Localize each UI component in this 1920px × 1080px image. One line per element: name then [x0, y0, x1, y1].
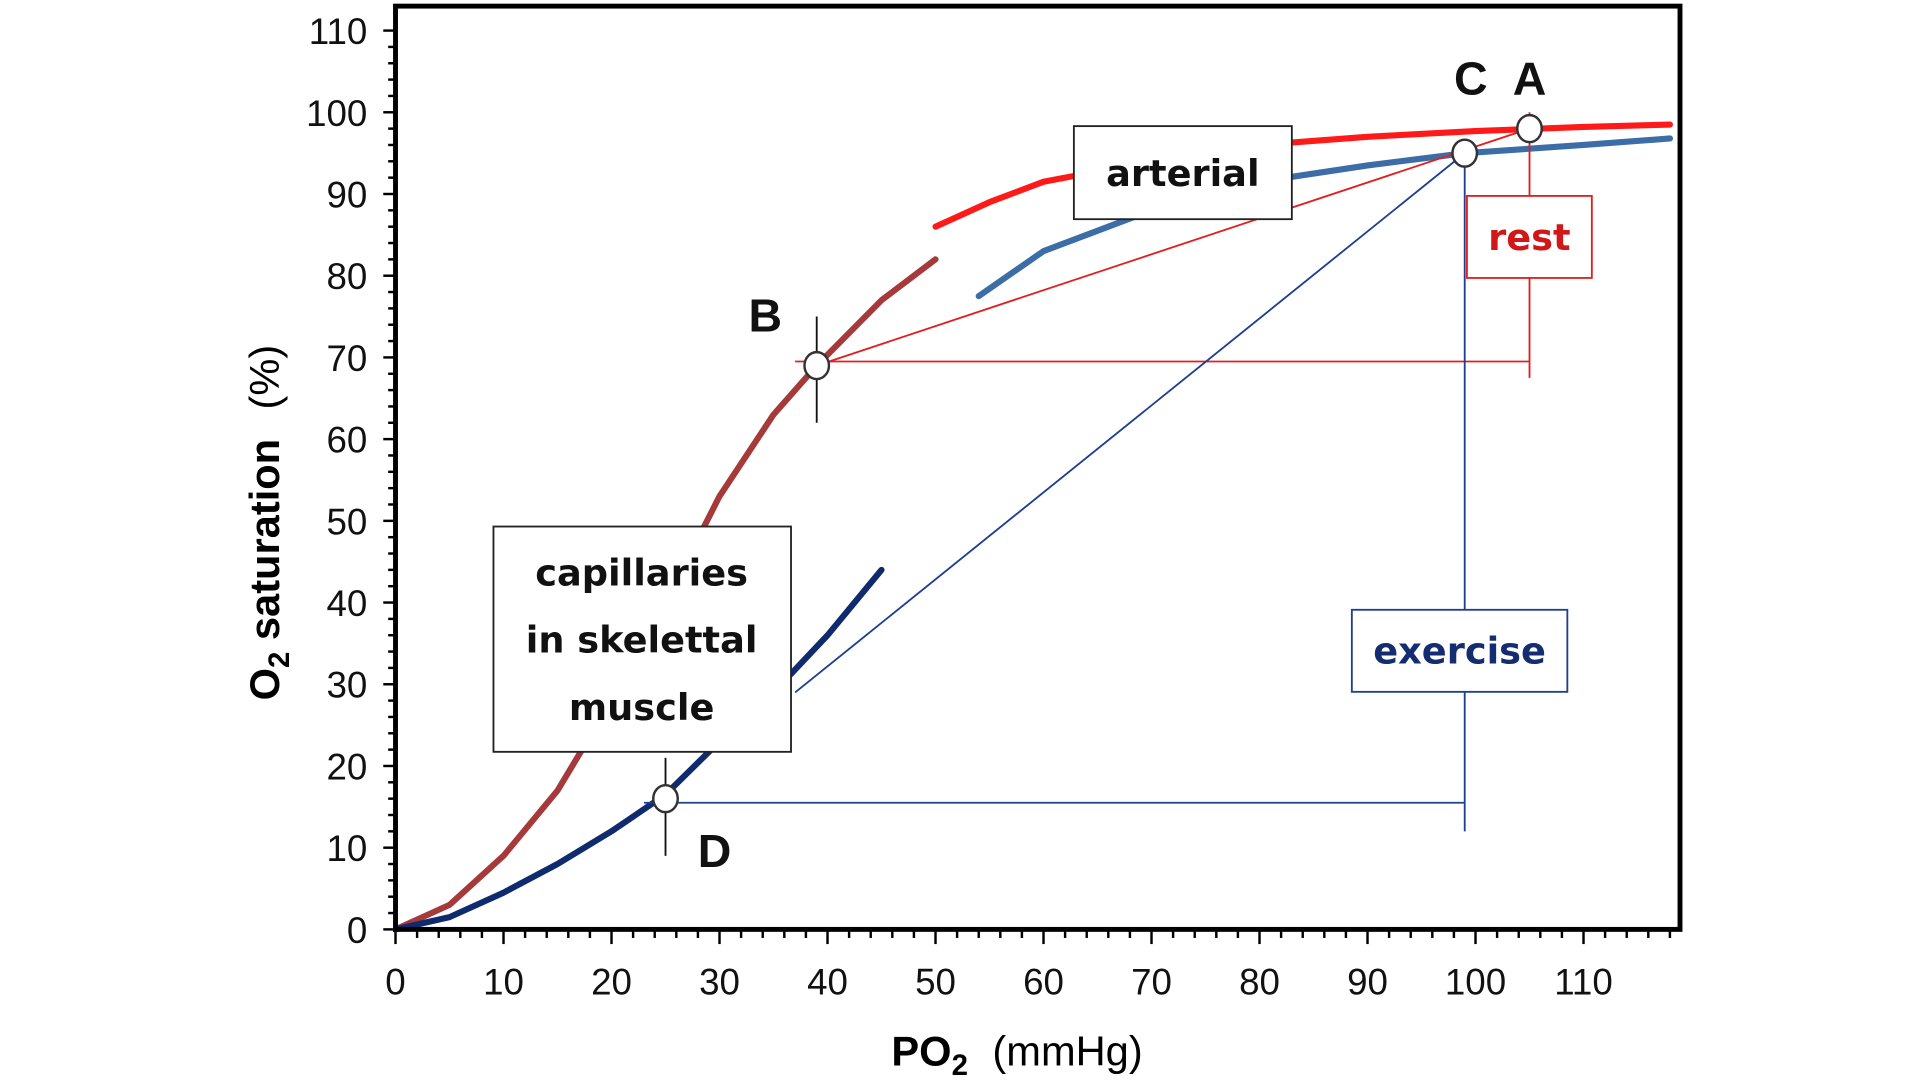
- x-label-sub: 2: [952, 1049, 968, 1080]
- points: A B C D: [652, 52, 1547, 877]
- y-tick-label: 90: [327, 174, 368, 215]
- y-tick-label: 80: [327, 256, 368, 297]
- x-tick-label: 0: [385, 961, 405, 1002]
- y-tick-label: 30: [327, 665, 368, 706]
- capillaries-label: capillaries in skelettal muscle: [492, 525, 792, 753]
- point-a-label: A: [1513, 52, 1547, 104]
- y-label-unit: (%): [241, 345, 288, 410]
- x-label-unit: (mmHg): [992, 1027, 1142, 1074]
- point-c-label: C: [1454, 52, 1488, 104]
- exercise-diagonal-line: [794, 152, 1466, 694]
- point-b-marker: [803, 350, 831, 381]
- x-tick-label: 10: [483, 961, 524, 1002]
- y-tick-label: 20: [327, 746, 368, 787]
- y-tick-label: 100: [306, 93, 367, 134]
- y-tick-label: 70: [327, 338, 368, 379]
- y-tick-label: 0: [347, 910, 367, 951]
- plot-frame: [393, 3, 1683, 932]
- x-tick-label: 100: [1445, 961, 1506, 1002]
- x-tick-label: 40: [807, 961, 848, 1002]
- x-tick-label: 80: [1239, 961, 1280, 1002]
- y-axis-label: O2 saturation (%): [241, 345, 296, 701]
- rest-diagonal-line: [816, 127, 1530, 367]
- x-tick-label: 50: [915, 961, 956, 1002]
- x-tick-label: 60: [1023, 961, 1064, 1002]
- capillaries-line-1: capillaries: [535, 551, 748, 594]
- exercise-label: exercise: [1350, 608, 1569, 693]
- y-tick-label: 40: [327, 583, 368, 624]
- y-tick-label: 10: [327, 828, 368, 869]
- rest-text: rest: [1488, 216, 1570, 259]
- point-c-marker: [1451, 138, 1479, 168]
- point-d-marker: [652, 783, 679, 814]
- exercise-text: exercise: [1373, 630, 1546, 673]
- x-label-main: PO: [891, 1027, 951, 1074]
- y-label-main: O: [241, 668, 288, 700]
- point-b-label: B: [748, 289, 782, 341]
- curve-exercise-lower: [392, 566, 885, 933]
- y-tick-label: 50: [327, 501, 368, 542]
- x-tick-label: 30: [699, 961, 740, 1002]
- x-tick-label: 90: [1347, 961, 1388, 1002]
- rest-label: rest: [1466, 195, 1593, 279]
- capillaries-line-2: in skelettal: [526, 619, 758, 662]
- capillaries-line-3: muscle: [569, 686, 715, 729]
- arterial-label: arterial: [1072, 125, 1293, 221]
- y-label-rest: saturation: [241, 439, 288, 652]
- x-axis-label: PO2 (mmHg): [891, 1027, 1142, 1080]
- axis-ticks: 0 10 20 30 40 50 60 70 80 90 100 110 0 10 20 30 40 50 60 70…: [306, 11, 1672, 1002]
- curve-exercise-upper: [975, 135, 1674, 300]
- x-tick-label: 20: [591, 961, 632, 1002]
- x-tick-label: 70: [1131, 961, 1172, 1002]
- x-tick-label: 110: [1554, 961, 1613, 1002]
- point-d-label: D: [698, 825, 732, 877]
- y-tick-label: 60: [327, 420, 368, 461]
- point-a-marker: [1516, 113, 1543, 144]
- y-label-sub: 2: [263, 652, 296, 668]
- arterial-text: arterial: [1106, 152, 1259, 195]
- y-tick-label: 110: [309, 11, 368, 52]
